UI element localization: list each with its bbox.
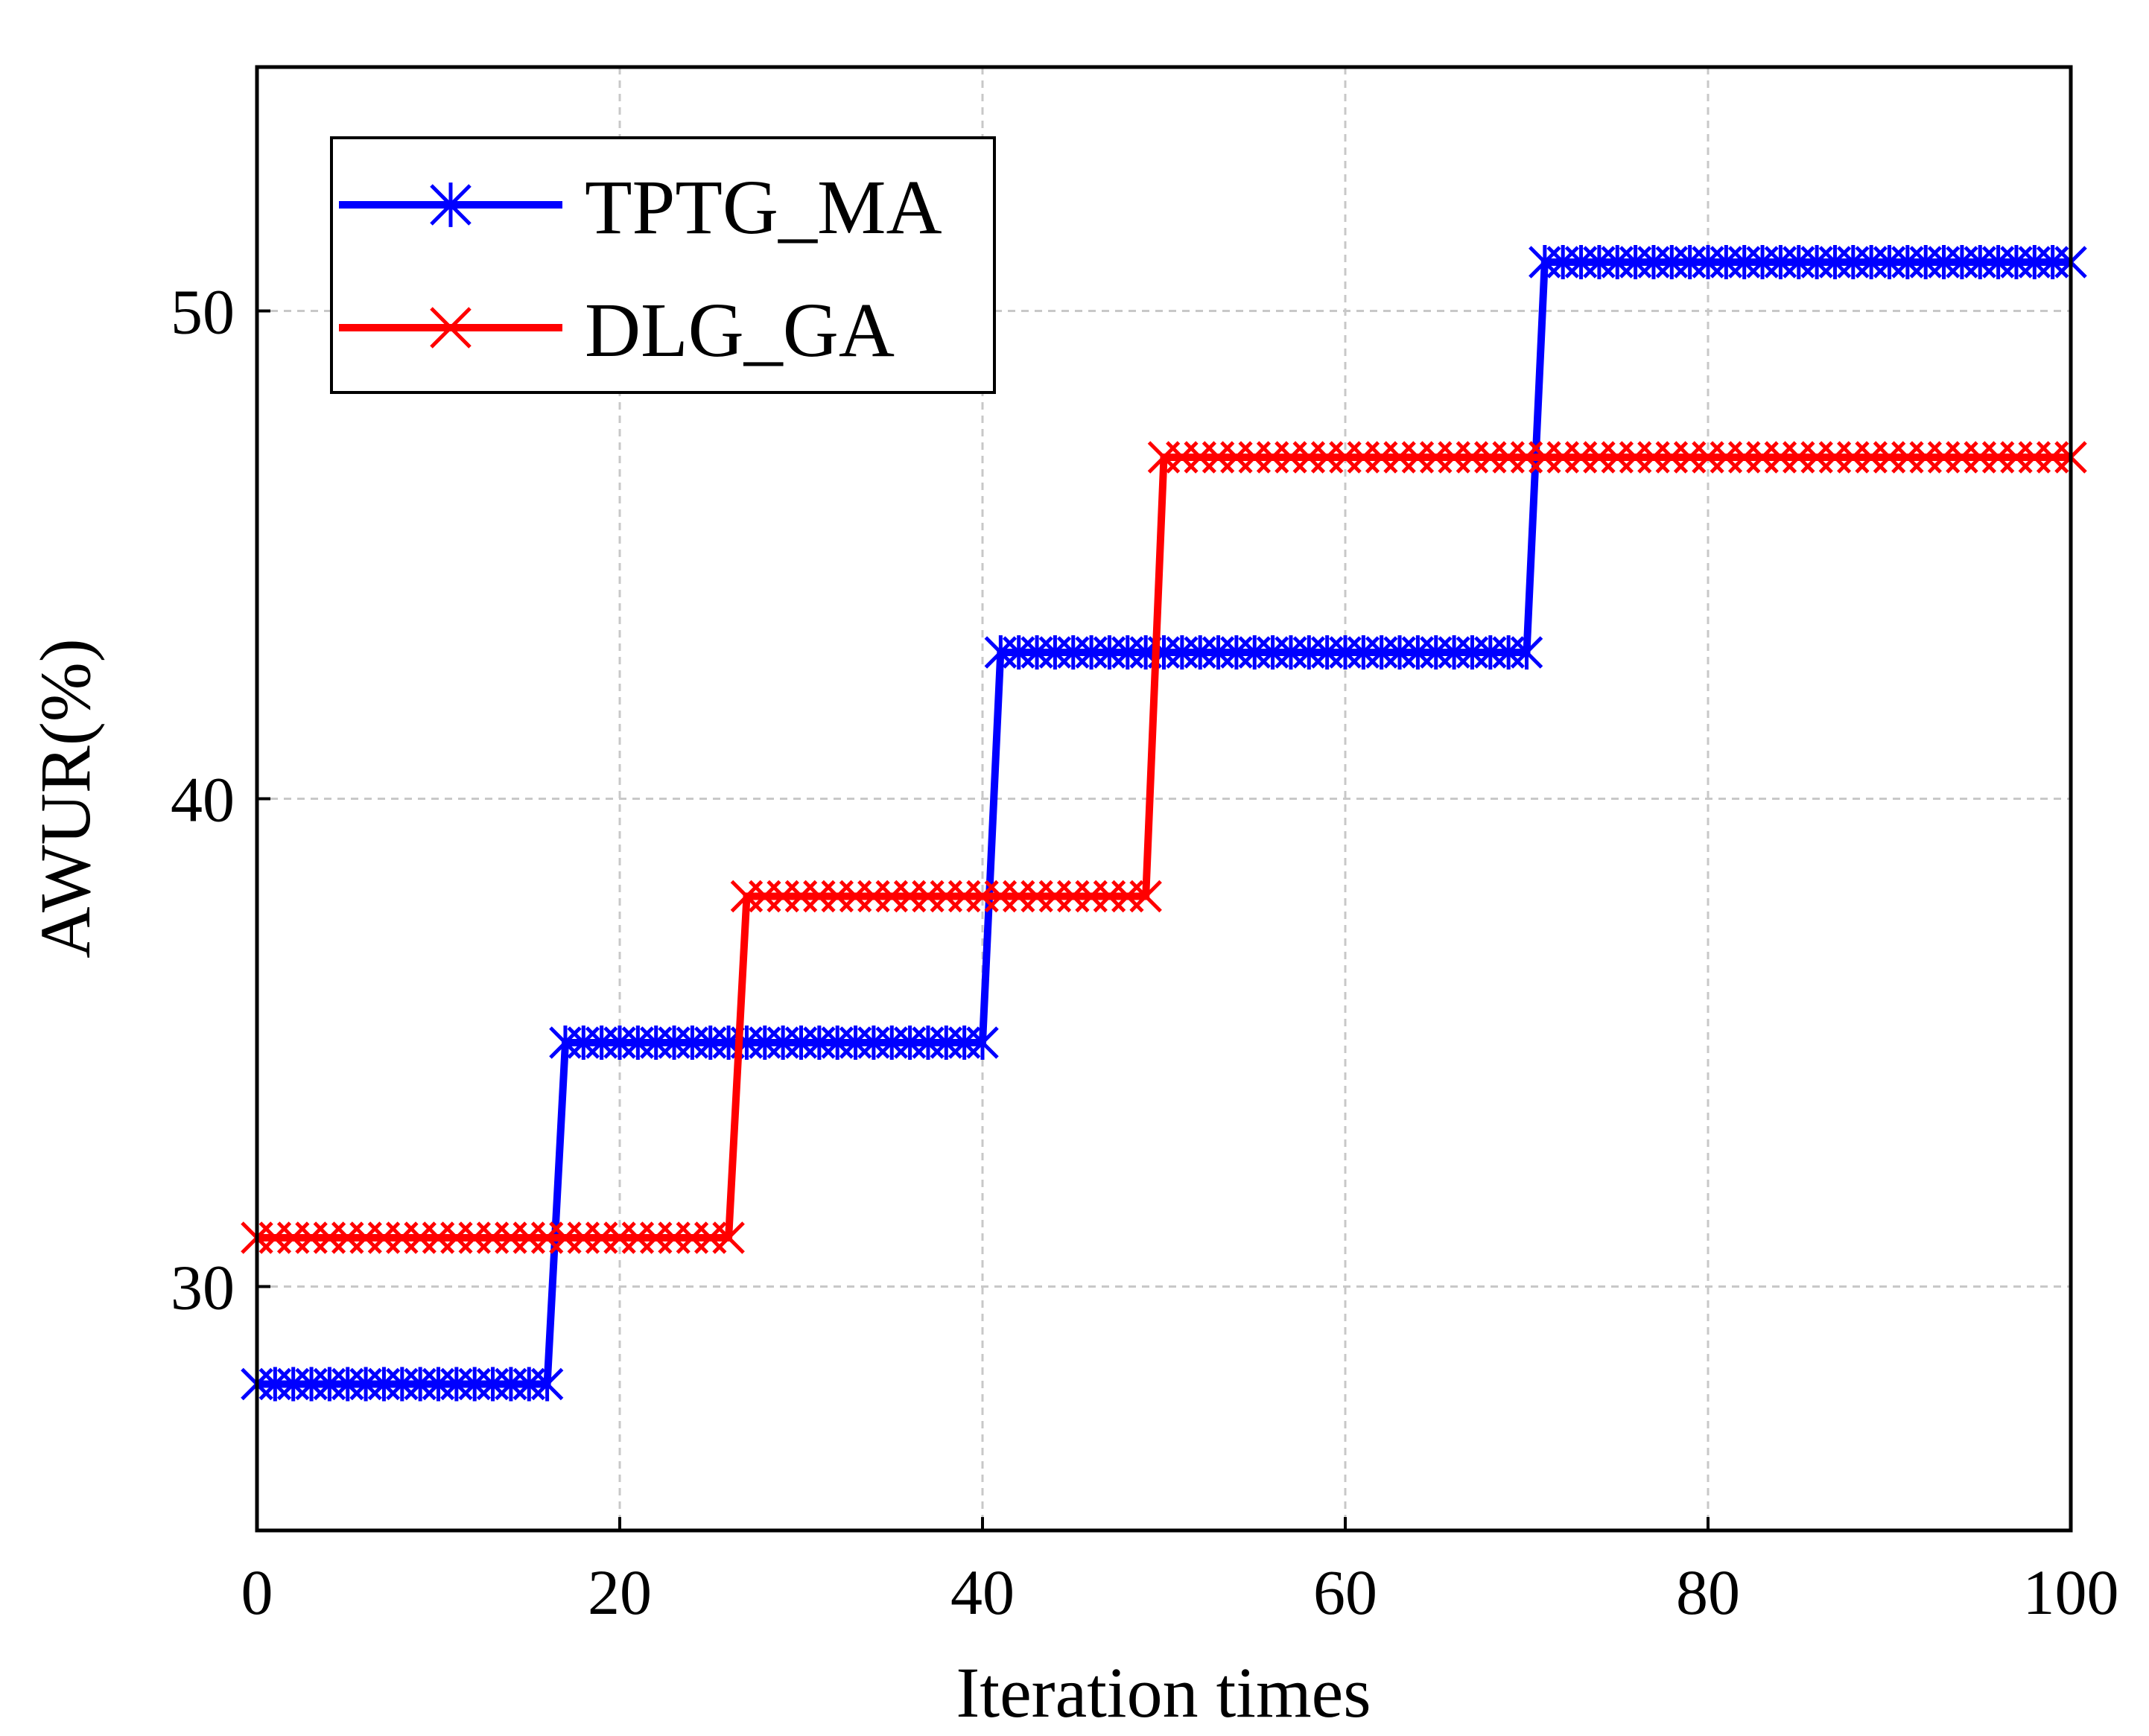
series-line-tptg-ma [257, 258, 2071, 1388]
marker-tptg-ma [1510, 635, 1543, 670]
legend-marker-dlg-ga [430, 307, 472, 349]
x-tick-label: 100 [2023, 1557, 2119, 1628]
plot-series [241, 245, 2087, 1402]
marker-dlg-ga [1129, 880, 1162, 913]
x-tick-label: 40 [950, 1557, 1015, 1628]
series-dlg-ga [241, 441, 2087, 1254]
y-tick-label: 40 [171, 764, 235, 836]
legend-label-dlg-ga: DLG_GA [585, 287, 895, 373]
legend-mark-tptg-ma [339, 182, 562, 227]
x-tick-label: 20 [588, 1557, 652, 1628]
marker-stroke [712, 1221, 745, 1254]
series-tptg-ma [241, 245, 2087, 1402]
x-axis-title: Iteration times [956, 1653, 1371, 1732]
marker-tptg-ma [530, 1367, 564, 1402]
y-axis-title: AWUR(%) [25, 638, 105, 958]
legend: TPTG_MA DLG_GA [330, 136, 996, 394]
y-tick-label: 50 [171, 276, 235, 348]
x-tick-label: 80 [1676, 1557, 1740, 1628]
legend-marks [339, 182, 562, 349]
axis-ticks: 0 20 40 60 80 100 30 40 50 [171, 276, 2119, 1629]
marker-stroke [430, 307, 472, 349]
x-tick-label: 60 [1313, 1557, 1377, 1628]
marker-stroke [1129, 880, 1162, 913]
legend-mark-dlg-ga [339, 307, 562, 349]
y-tick-label: 30 [171, 1252, 235, 1323]
marker-tptg-ma [966, 1026, 999, 1060]
x-tick-label: 0 [241, 1557, 273, 1628]
marker-dlg-ga [712, 1221, 745, 1254]
legend-label-tptg-ma: TPTG_MA [585, 165, 942, 250]
legend-box [330, 136, 996, 394]
legend-marker-tptg-ma [430, 182, 472, 227]
